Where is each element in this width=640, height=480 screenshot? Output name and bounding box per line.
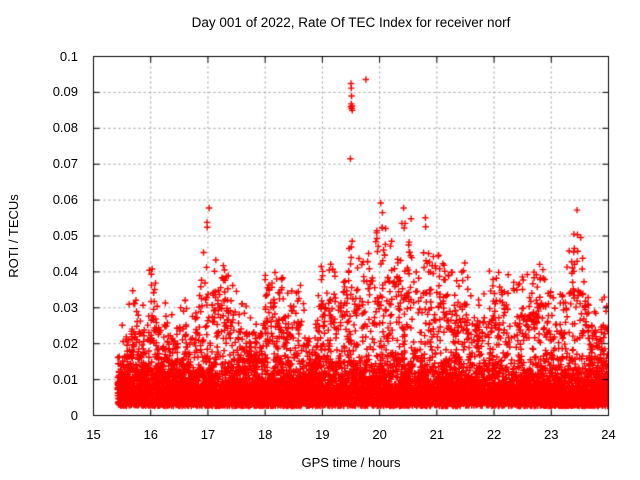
y-tick-label: 0.03 bbox=[52, 299, 78, 315]
x-tick-label: 19 bbox=[315, 427, 330, 442]
y-tick-label: 0.07 bbox=[52, 156, 78, 172]
y-tick-label: 0.05 bbox=[52, 228, 78, 243]
y-tick-label: 0.08 bbox=[52, 120, 78, 136]
x-tick-label: 17 bbox=[200, 427, 216, 442]
x-axis-label: GPS time / hours bbox=[301, 455, 401, 470]
x-tick-label: 24 bbox=[601, 427, 616, 442]
y-tick-label: 0.06 bbox=[52, 192, 78, 208]
y-tick-label: 0.1 bbox=[59, 48, 78, 64]
y-tick-label: 0.01 bbox=[52, 371, 78, 387]
y-tick-label: 0.09 bbox=[52, 84, 78, 100]
y-axis-label: ROTI / TECUs bbox=[6, 194, 21, 278]
x-tick-label: 20 bbox=[372, 427, 387, 442]
x-tick-label: 21 bbox=[429, 427, 445, 442]
chart-title: Day 001 of 2022, Rate Of TEC Index for r… bbox=[191, 15, 511, 30]
x-tick-label: 18 bbox=[257, 427, 273, 442]
y-tick-label: 0.04 bbox=[52, 263, 78, 279]
y-tick-label: 0 bbox=[70, 407, 78, 423]
y-tick-label: 0.02 bbox=[52, 335, 78, 351]
x-tick-label: 23 bbox=[544, 427, 559, 442]
x-tick-label: 16 bbox=[143, 427, 158, 442]
x-tick-label: 15 bbox=[86, 427, 101, 442]
x-tick-label: 22 bbox=[486, 427, 502, 442]
